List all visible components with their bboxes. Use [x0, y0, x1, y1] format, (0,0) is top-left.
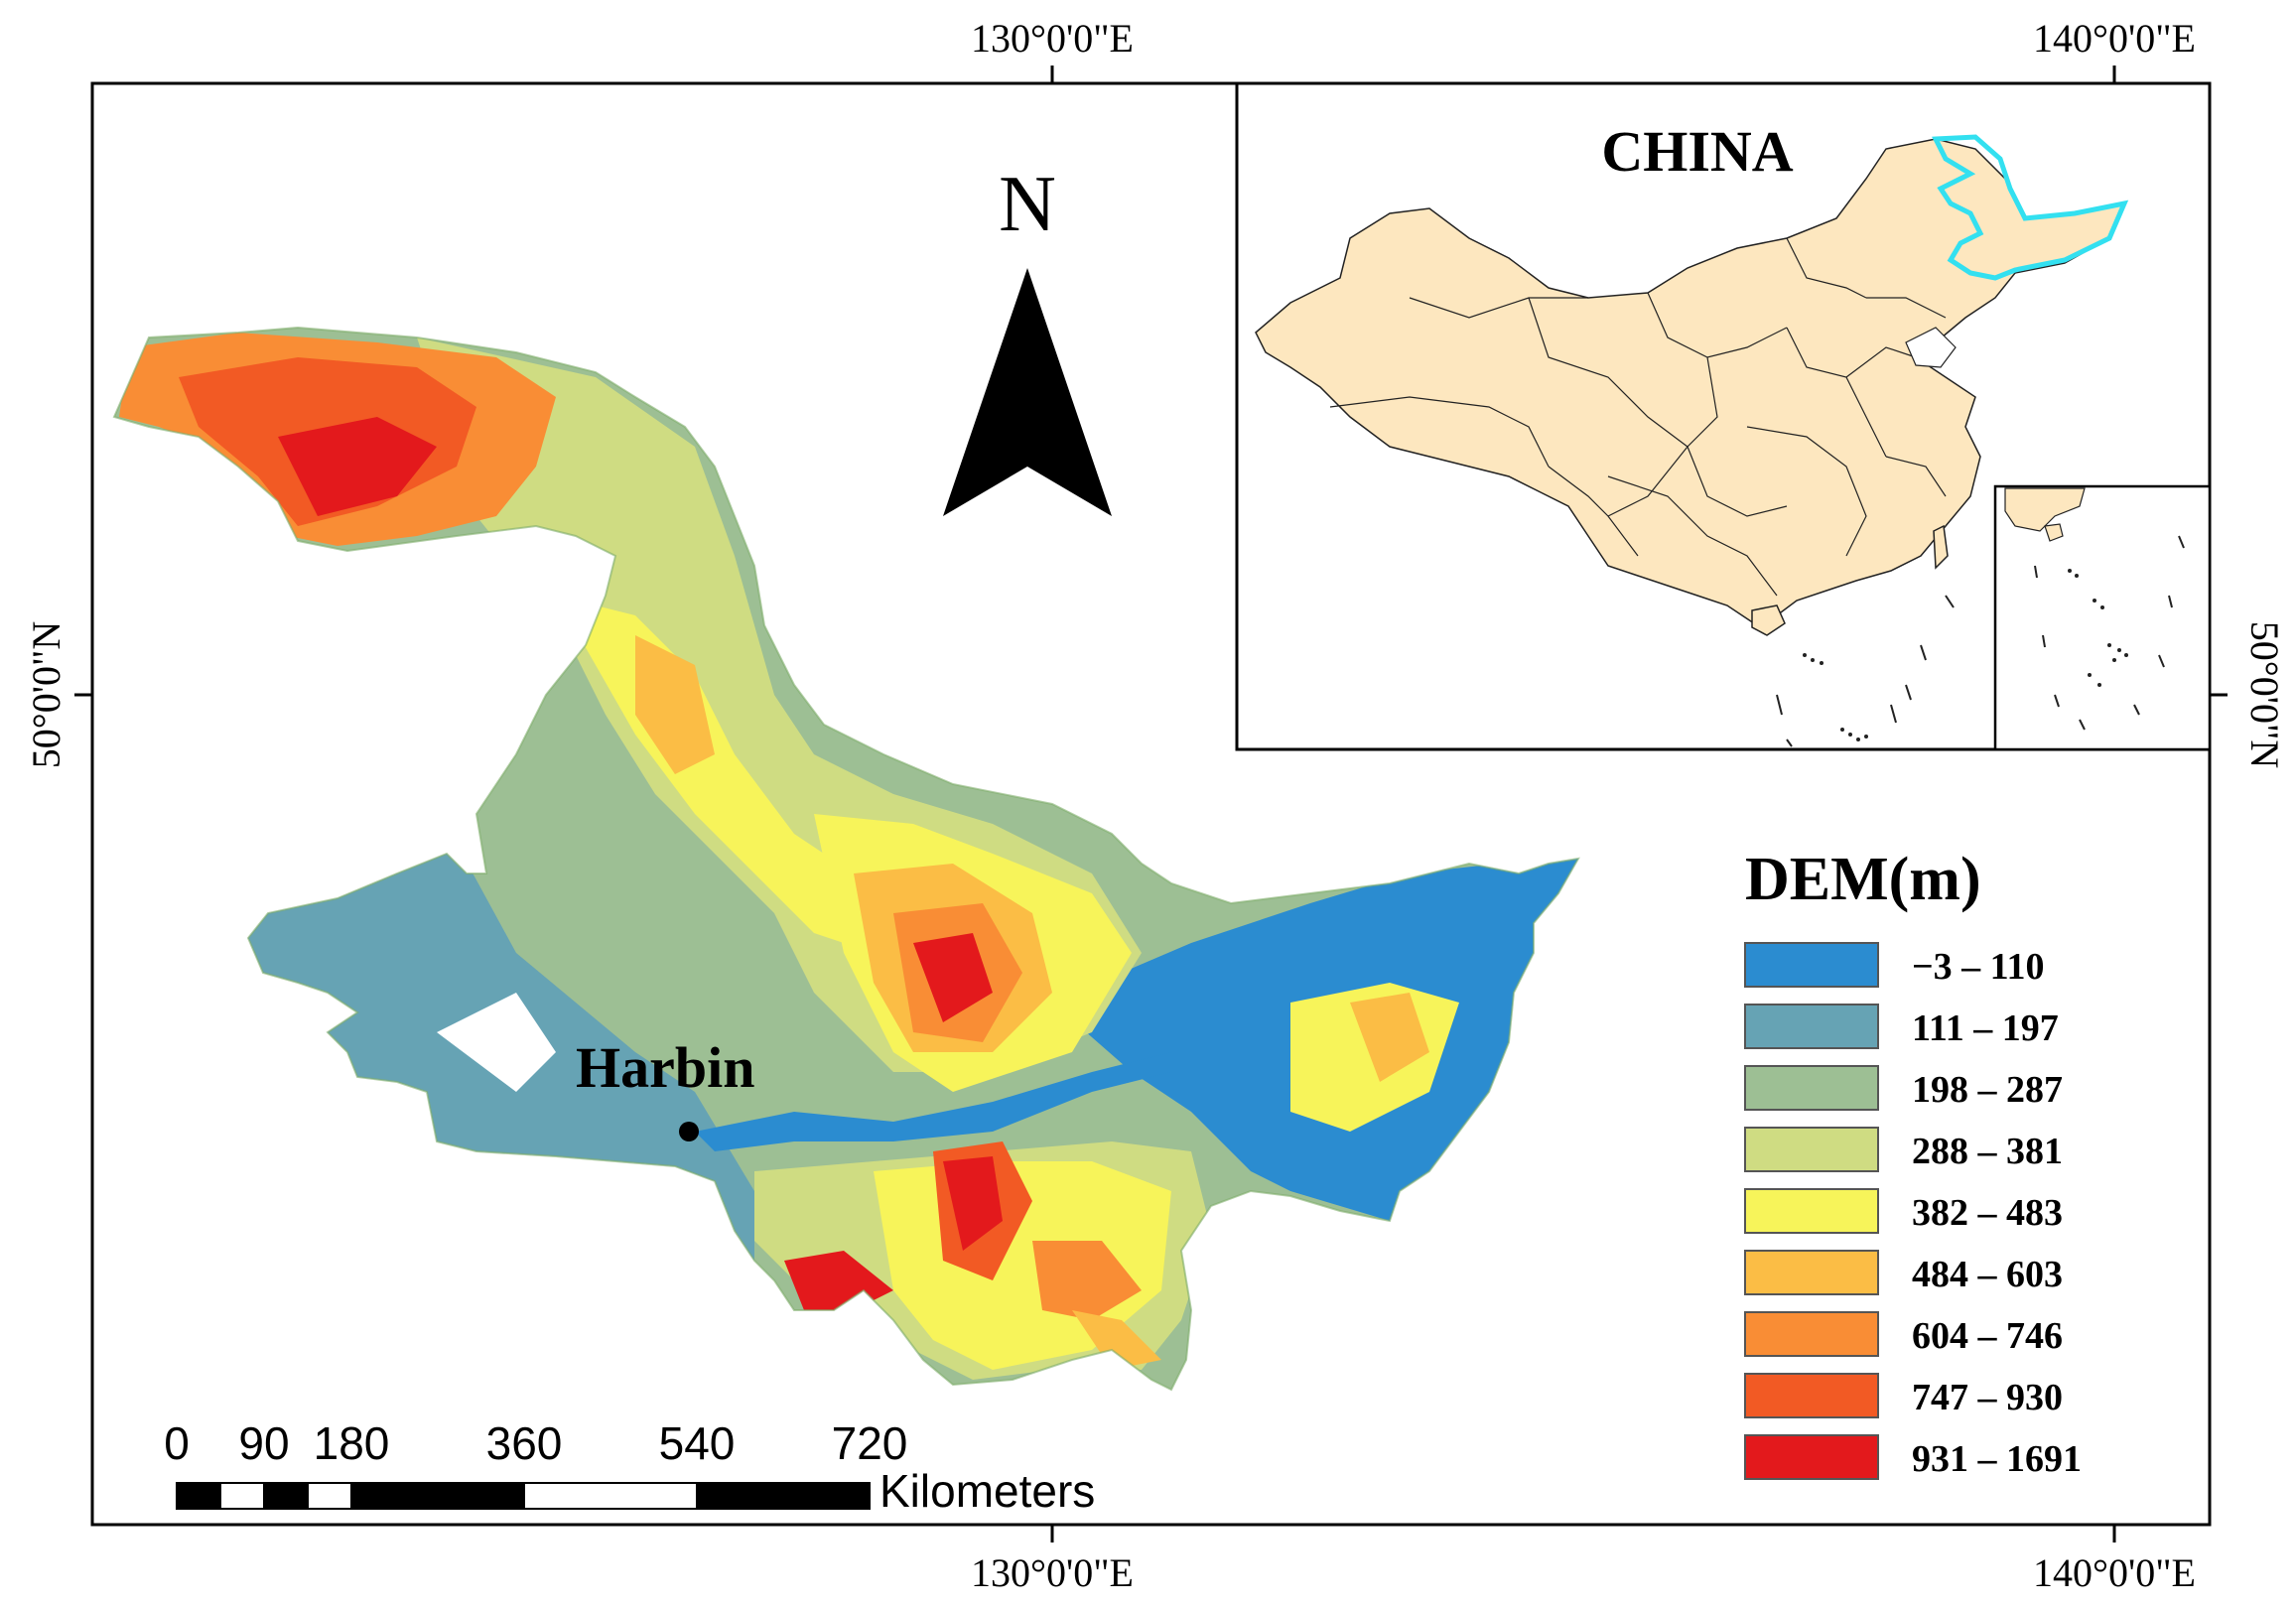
scale-bar-unit: Kilometers — [879, 1465, 1095, 1517]
legend-swatch — [1744, 942, 1879, 988]
legend-label: −3 – 110 — [1912, 946, 2045, 988]
scale-bar-tick-label: 90 — [238, 1417, 289, 1469]
scale-bar-segments — [176, 1482, 871, 1510]
south-china-sea-dashes — [1776, 595, 1955, 747]
legend-label: 931 – 1691 — [1912, 1438, 2082, 1480]
legend-swatch — [1744, 1434, 1879, 1480]
hainan-island-shape — [1751, 604, 1786, 636]
province-boundaries — [1329, 237, 1947, 597]
lat-label-right: 50°0'0"N — [2242, 621, 2287, 768]
lon-label-bottom-130: 130°0'0"E — [971, 1550, 1134, 1595]
legend-label: 484 – 603 — [1912, 1254, 2063, 1295]
lon-label-top-130: 130°0'0"E — [971, 16, 1134, 61]
south-china-sea-inset-islands — [2068, 569, 2128, 687]
legend-swatch — [1744, 1004, 1879, 1049]
legend-label: 604 – 746 — [1912, 1315, 2063, 1357]
china-mainland-shape — [1255, 138, 2126, 626]
taiwan-island-shape — [1933, 524, 1949, 570]
legend-label: 382 – 483 — [1912, 1192, 2063, 1234]
legend-label: 747 – 930 — [1912, 1377, 2063, 1418]
lat-label-left: 50°0'0"N — [24, 621, 68, 768]
china-label: CHINA — [1601, 119, 1793, 184]
legend-title: DEM(m) — [1745, 846, 1981, 913]
dem-legend: DEM(m) −3 – 110 111 – 197 198 – 287 288 – 3… — [1744, 846, 2082, 1480]
legend-swatch — [1744, 1311, 1879, 1357]
island-dots — [1803, 653, 1868, 741]
north-arrow-icon — [943, 268, 1112, 516]
heilongjiang-highlight — [1932, 134, 2129, 281]
south-china-sea-coast — [2004, 487, 2086, 532]
scale-bar-tick-label: 180 — [314, 1417, 390, 1469]
legend-swatch — [1744, 1127, 1879, 1172]
lon-label-bottom-140: 140°0'0"E — [2033, 1550, 2196, 1595]
map-frame — [90, 81, 2212, 1527]
north-arrow-letter: N — [999, 161, 1056, 248]
china-inset-map: CHINA — [1235, 81, 2212, 751]
scale-bar-tick-label: 540 — [659, 1417, 736, 1469]
legend-label: 198 – 287 — [1912, 1069, 2063, 1111]
legend-swatch — [1744, 1188, 1879, 1234]
scale-bar-tick-label: 360 — [486, 1417, 563, 1469]
bohai-sea-shape — [1905, 327, 1957, 368]
scale-bar-tick-label: 0 — [164, 1417, 190, 1469]
legend-label: 288 – 381 — [1912, 1131, 2063, 1172]
legend-swatch — [1744, 1065, 1879, 1111]
south-china-sea-hainan — [2044, 523, 2064, 542]
legend-label: 111 – 197 — [1912, 1007, 2059, 1049]
heilongjiang-outline — [112, 326, 1580, 1392]
harbin-label: Harbin — [576, 1035, 755, 1100]
south-china-sea-inset-frame — [1993, 484, 2212, 751]
legend-swatch — [1744, 1373, 1879, 1418]
scale-bar-tick-label: 720 — [832, 1417, 908, 1469]
scale-bar: 0 90 180 360 540 720 Kilometers — [164, 1417, 1095, 1517]
lon-label-top-140: 140°0'0"E — [2033, 16, 2196, 61]
south-china-sea-inset-dashes — [2034, 535, 2185, 731]
graticule-ticks — [74, 66, 2228, 1542]
north-arrow: N — [943, 161, 1112, 516]
harbin-city-marker — [679, 1122, 699, 1141]
legend-swatch — [1744, 1250, 1879, 1295]
